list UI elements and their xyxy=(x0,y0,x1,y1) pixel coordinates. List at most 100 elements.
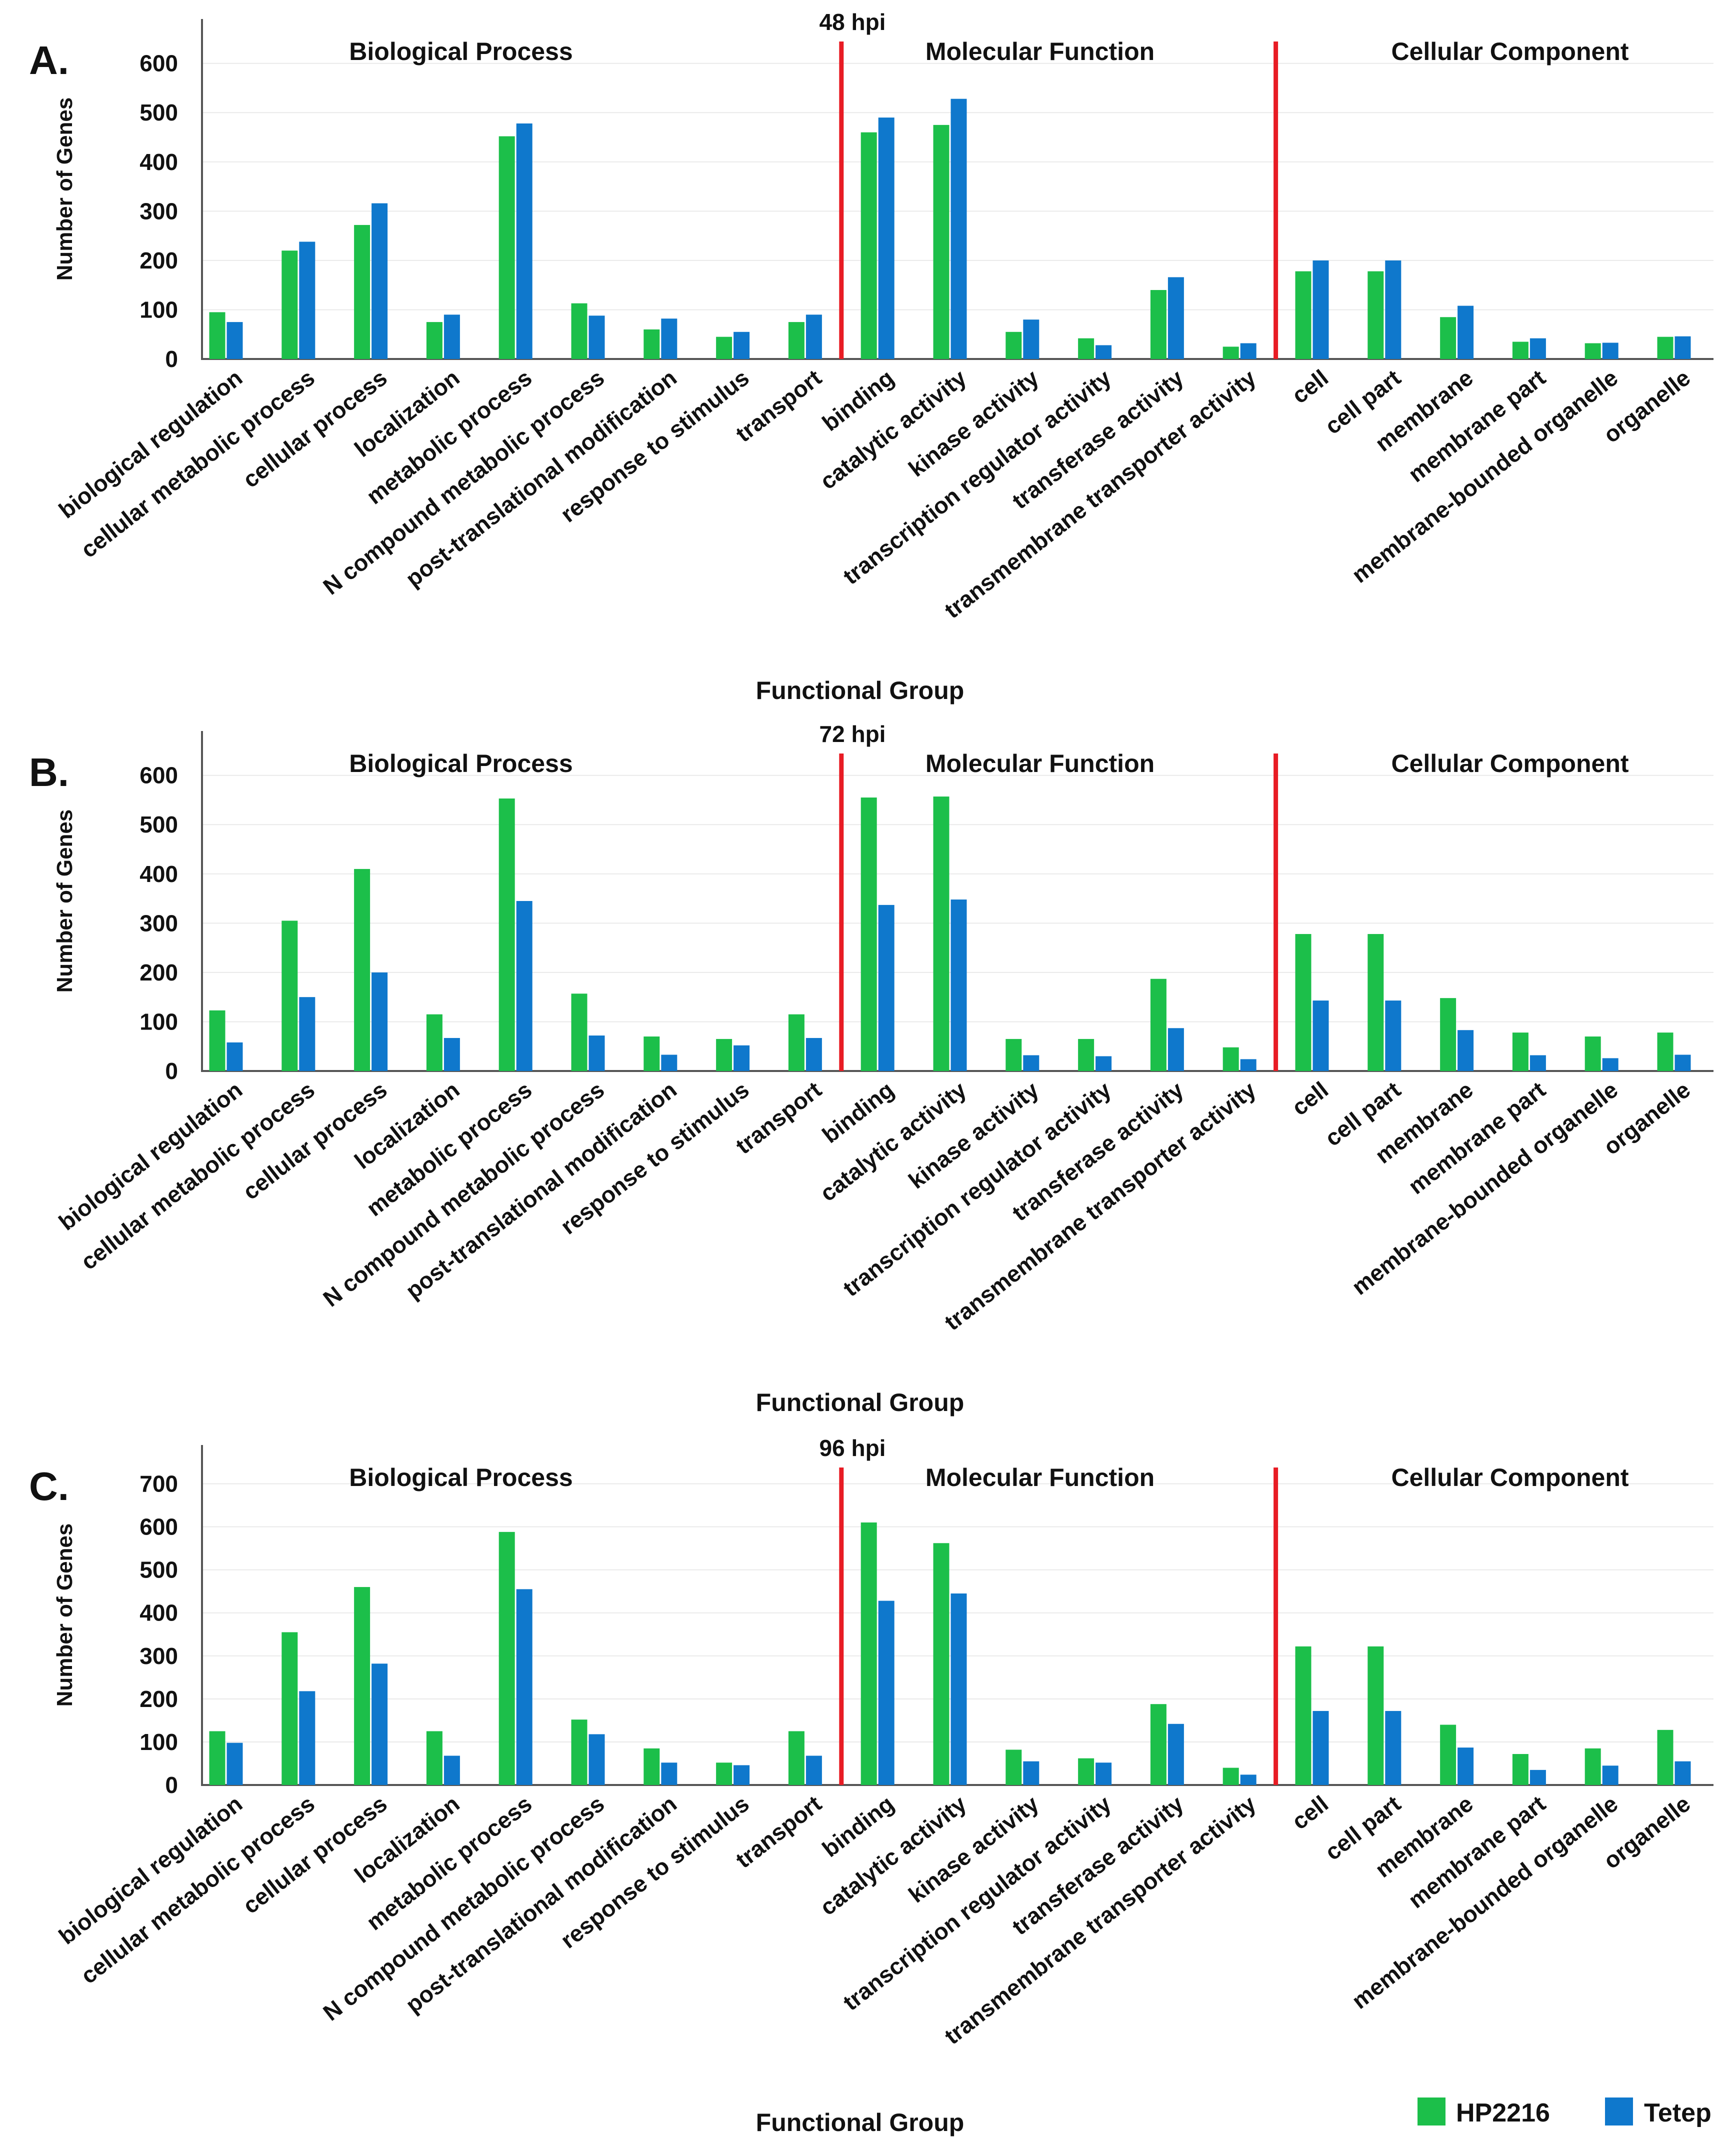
bar-hp2216 xyxy=(1150,1704,1166,1785)
bar-tetep xyxy=(734,332,750,359)
bar-tetep xyxy=(372,1664,388,1785)
bar-hp2216 xyxy=(354,1587,370,1785)
bar-tetep xyxy=(1023,1055,1040,1071)
bar-tetep xyxy=(1168,277,1184,359)
legend-swatch-hp2216 xyxy=(1418,2098,1446,2126)
bar-tetep xyxy=(806,1756,822,1785)
bar-hp2216 xyxy=(1584,1748,1601,1785)
bar-tetep xyxy=(661,1054,678,1071)
group-title: Cellular Component xyxy=(1391,38,1628,66)
bar-hp2216 xyxy=(860,132,877,359)
bar-tetep xyxy=(1312,260,1329,359)
bar-hp2216 xyxy=(1584,343,1601,359)
bar-tetep xyxy=(878,1600,894,1785)
bar-hp2216 xyxy=(1512,1754,1528,1785)
bar-hp2216 xyxy=(1512,1032,1528,1071)
bar-tetep xyxy=(950,1593,967,1785)
bar-tetep xyxy=(950,98,967,360)
axes xyxy=(201,19,1714,360)
y-tick-label: 300 xyxy=(140,1643,178,1669)
bar-hp2216 xyxy=(1150,290,1166,359)
axes xyxy=(201,731,1714,1072)
bar-hp2216 xyxy=(498,136,515,359)
bar-hp2216 xyxy=(716,1038,732,1071)
bar-tetep xyxy=(1674,1054,1691,1071)
panel-label: B. xyxy=(29,750,69,794)
bar-hp2216 xyxy=(571,994,588,1071)
bar-hp2216 xyxy=(209,1731,226,1785)
bar-tetep xyxy=(1096,1056,1112,1071)
bar-tetep xyxy=(1168,1028,1184,1071)
y-axis-label: Number of Genes xyxy=(52,98,77,281)
bar-tetep xyxy=(734,1045,750,1071)
group-title: Cellular Component xyxy=(1391,750,1628,778)
bar-hp2216 xyxy=(1295,934,1312,1071)
bar-tetep xyxy=(1458,1748,1474,1785)
bar-tetep xyxy=(226,1042,243,1071)
x-axis-label: Functional Group xyxy=(756,1388,964,1416)
y-tick-label: 100 xyxy=(140,1729,178,1755)
bar-tetep xyxy=(1312,1000,1329,1071)
bar-tetep xyxy=(1458,1030,1474,1071)
bar-hp2216 xyxy=(282,250,298,359)
y-tick-label: 100 xyxy=(140,296,178,322)
y-tick-label: 500 xyxy=(140,100,178,126)
bar-tetep xyxy=(1674,336,1691,359)
bar-hp2216 xyxy=(1440,317,1456,359)
bar-hp2216 xyxy=(1657,336,1674,359)
bar-hp2216 xyxy=(933,124,950,359)
bar-tetep xyxy=(1385,1710,1402,1785)
group-title: Molecular Function xyxy=(926,750,1154,778)
x-axis-label: Functional Group xyxy=(756,2108,964,2136)
bar-hp2216 xyxy=(860,798,877,1071)
y-axis-label: Number of Genes xyxy=(52,810,77,993)
bar-hp2216 xyxy=(933,1543,950,1785)
bar-hp2216 xyxy=(1078,338,1094,359)
legend-swatch-tetep xyxy=(1605,2098,1633,2126)
bar-hp2216 xyxy=(644,1748,660,1785)
x-axis-label: Functional Group xyxy=(756,676,964,704)
bar-tetep xyxy=(588,1036,605,1071)
chart-title: 96 hpi xyxy=(820,1435,886,1461)
bar-tetep xyxy=(661,1762,678,1785)
bar-tetep xyxy=(226,322,243,359)
bar-hp2216 xyxy=(1006,1750,1022,1785)
bar-hp2216 xyxy=(498,798,515,1071)
bar-tetep xyxy=(950,900,967,1071)
y-tick-label: 600 xyxy=(140,1514,178,1540)
bar-hp2216 xyxy=(498,1532,515,1785)
y-tick-label: 600 xyxy=(140,50,178,76)
bar-tetep xyxy=(588,316,605,359)
bar-hp2216 xyxy=(1368,1646,1384,1785)
bar-hp2216 xyxy=(1657,1032,1674,1071)
bar-hp2216 xyxy=(1368,934,1384,1071)
bar-hp2216 xyxy=(1006,1038,1022,1071)
x-tick-label: cell xyxy=(1287,1076,1333,1120)
chart-title: 48 hpi xyxy=(820,9,886,35)
bar-tetep xyxy=(1096,1762,1112,1785)
y-tick-label: 0 xyxy=(165,1058,178,1084)
bar-hp2216 xyxy=(860,1522,877,1785)
group-title: Molecular Function xyxy=(926,1464,1154,1492)
bar-tetep xyxy=(1458,306,1474,359)
bar-hp2216 xyxy=(1657,1730,1674,1785)
axes xyxy=(201,1445,1714,1786)
bar-hp2216 xyxy=(209,1010,226,1071)
y-tick-label: 300 xyxy=(140,198,178,224)
bar-hp2216 xyxy=(716,336,732,359)
group-title: Biological Process xyxy=(349,1464,572,1492)
y-tick-label: 200 xyxy=(140,960,178,986)
bar-tetep xyxy=(878,904,894,1071)
bar-tetep xyxy=(299,1691,316,1785)
bar-tetep xyxy=(1385,1000,1402,1071)
bar-hp2216 xyxy=(282,1632,298,1785)
bar-hp2216 xyxy=(644,1036,660,1071)
bar-tetep xyxy=(372,203,388,359)
bar-tetep xyxy=(226,1742,243,1785)
bar-tetep xyxy=(1240,343,1256,359)
bar-tetep xyxy=(444,1756,460,1785)
bar-tetep xyxy=(1530,1770,1546,1785)
bar-tetep xyxy=(1530,338,1546,359)
bar-hp2216 xyxy=(1440,1724,1456,1785)
